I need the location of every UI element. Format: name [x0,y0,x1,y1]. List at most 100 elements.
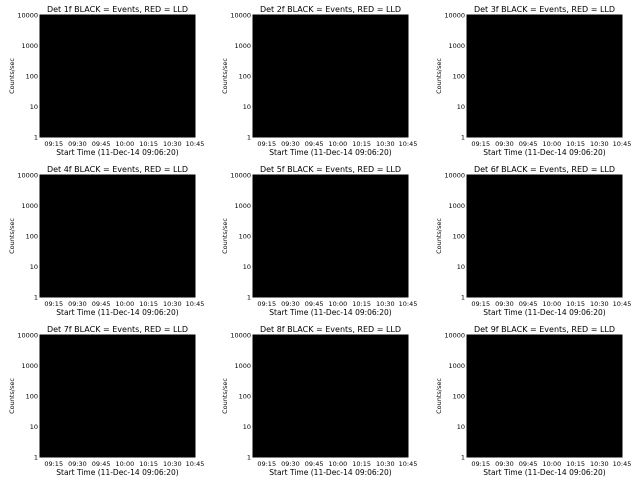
x-axis-label: Start Time (11-Dec-14 09:06:20) [483,468,605,477]
x-axis-label: Start Time (11-Dec-14 09:06:20) [56,468,178,477]
x-tick-label: 10:00 [543,140,562,148]
x-tick-label: 09:30 [68,140,87,148]
y-tick-label: 10000 [444,332,465,340]
chart-title: Det 4f BLACK = Events, RED = LLD [47,165,188,174]
chart-title: Det 8f BLACK = Events, RED = LLD [260,325,401,334]
y-tick-label: 10 [457,263,465,271]
x-tick-label: 10:30 [376,460,395,468]
y-tick-label: 10 [243,423,251,431]
x-tick-label: 10:45 [186,140,205,148]
x-tick-label: 09:45 [305,140,324,148]
x-tick-label: 09:45 [305,300,324,308]
x-tick-label: 10:00 [329,460,348,468]
chart-title: Det 3f BLACK = Events, RED = LLD [474,5,615,14]
plot-clip-rect [467,175,622,297]
x-tick-label: 09:45 [305,460,324,468]
y-tick-label: 1 [461,134,465,142]
plot-frame [466,334,623,458]
x-tick-label: 09:15 [44,300,63,308]
y-tick-label: 10000 [17,172,38,180]
x-tick-label: 10:00 [116,460,135,468]
x-tick-label: 10:00 [116,140,135,148]
x-tick-label: 10:00 [543,460,562,468]
plot-clip-rect [40,175,195,297]
chart-title: Det 6f BLACK = Events, RED = LLD [474,165,615,174]
x-tick-label: 10:45 [399,300,418,308]
x-tick-label: 10:15 [139,300,158,308]
x-axis-label: Start Time (11-Dec-14 09:06:20) [56,148,178,157]
x-tick-label: 10:15 [139,460,158,468]
x-tick-label: 09:45 [92,300,111,308]
x-tick-label: 09:30 [68,300,87,308]
y-tick-label: 10 [30,263,38,271]
x-tick-label: 09:15 [257,140,276,148]
plot-frame [252,14,409,138]
x-tick-label: 09:30 [281,300,300,308]
y-tick-label: 1000 [234,202,251,210]
y-axis-label: Counts/sec [221,218,229,254]
y-tick-label: 1000 [234,362,251,370]
y-axis-label: Counts/sec [8,218,16,254]
x-tick-label: 10:30 [590,460,609,468]
plot-clip-rect [40,335,195,457]
y-axis-label: Counts/sec [435,58,443,94]
x-tick-label: 09:15 [471,300,490,308]
plot-frame [466,14,623,138]
y-tick-label: 1 [34,454,38,462]
plot-clip-rect [253,15,408,137]
y-tick-label: 10000 [230,332,251,340]
y-tick-label: 1 [34,294,38,302]
x-tick-label: 10:30 [376,140,395,148]
x-tick-label: 09:45 [519,140,538,148]
y-tick-label: 10 [30,103,38,111]
plot-frame [39,174,196,298]
plot-frame [39,14,196,138]
x-tick-label: 10:45 [186,460,205,468]
y-tick-label: 100 [239,393,251,401]
x-axis-label: Start Time (11-Dec-14 09:06:20) [269,148,391,157]
plot-frame [252,174,409,298]
y-tick-label: 1 [461,454,465,462]
plot-clip-rect [253,175,408,297]
chart-title: Det 1f BLACK = Events, RED = LLD [47,5,188,14]
x-tick-label: 10:30 [590,140,609,148]
x-tick-label: 10:00 [329,300,348,308]
detector-panel-3: Det 3f BLACK = Events, RED = LLD Counts/s… [435,5,631,157]
x-tick-label: 09:45 [519,300,538,308]
x-tick-label: 10:15 [139,140,158,148]
y-tick-label: 100 [26,233,38,241]
y-tick-label: 100 [453,233,465,241]
x-axis-label: Start Time (11-Dec-14 09:06:20) [269,308,391,317]
chart-title: Det 5f BLACK = Events, RED = LLD [260,165,401,174]
y-axis-label: Counts/sec [221,378,229,414]
x-tick-label: 10:30 [163,300,182,308]
y-tick-label: 10000 [17,12,38,20]
x-tick-label: 10:15 [566,300,585,308]
y-axis-label: Counts/sec [435,218,443,254]
x-tick-label: 09:45 [519,460,538,468]
y-tick-label: 100 [239,233,251,241]
plot-clip-rect [40,15,195,137]
y-axis-label: Counts/sec [435,378,443,414]
x-tick-label: 10:45 [613,140,632,148]
x-tick-label: 09:15 [257,460,276,468]
x-axis-label: Start Time (11-Dec-14 09:06:20) [56,308,178,317]
plot-clip-rect [467,335,622,457]
plot-frame [252,334,409,458]
x-tick-label: 09:30 [495,140,514,148]
y-tick-label: 100 [453,73,465,81]
y-tick-label: 100 [239,73,251,81]
plot-clip-rect [253,335,408,457]
x-tick-label: 09:15 [471,140,490,148]
x-tick-label: 10:30 [590,300,609,308]
x-tick-label: 10:15 [566,460,585,468]
y-tick-label: 1000 [448,42,465,50]
x-tick-label: 10:15 [352,460,371,468]
y-tick-label: 10 [30,423,38,431]
y-tick-label: 1000 [21,362,38,370]
x-tick-label: 10:45 [186,300,205,308]
x-tick-label: 10:00 [329,140,348,148]
detector-panel-2: Det 2f BLACK = Events, RED = LLD Counts/s… [221,5,417,157]
y-tick-label: 10 [457,423,465,431]
